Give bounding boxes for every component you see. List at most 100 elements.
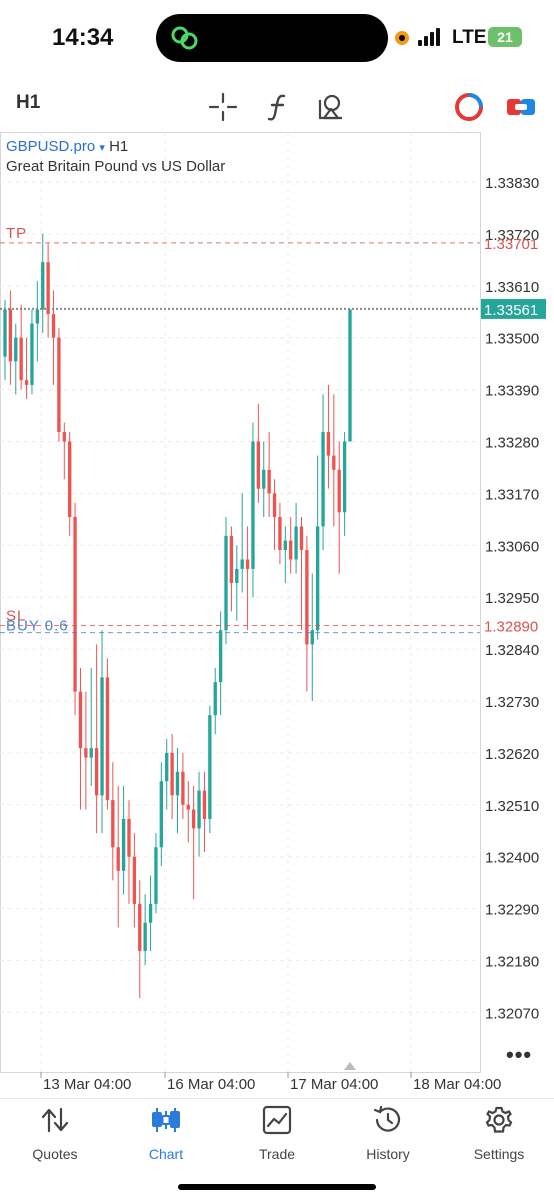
price-tick-label: 1.32400: [485, 850, 539, 867]
candle-body: [267, 469, 271, 494]
candle-body: [41, 262, 45, 310]
time-tick-label: 18 Mar 04:00: [413, 1076, 501, 1093]
candle-body: [213, 682, 217, 716]
candle-body: [148, 903, 153, 923]
candle-body: [240, 559, 244, 569]
candle-body: [94, 748, 99, 796]
candle-body: [8, 309, 13, 362]
status-bar: 14:34 LTE 21: [0, 0, 554, 80]
candle-body: [159, 781, 163, 848]
price-tick-label: 1.32730: [485, 694, 539, 711]
time-tick-label: 16 Mar 04:00: [167, 1076, 255, 1093]
price-tick-label: 1.33830: [485, 175, 539, 192]
candle-body: [305, 550, 309, 645]
tab-settings[interactable]: Settings: [444, 1105, 554, 1162]
symbol-dropdown-icon: ▾: [99, 142, 105, 154]
indicators-icon[interactable]: [262, 90, 296, 124]
price-tick-label: 1.33060: [485, 538, 539, 555]
level-label-tp: TP: [6, 225, 27, 242]
symbol-name: GBPUSD.pro: [6, 138, 96, 155]
candle-body: [262, 469, 266, 489]
price-tick-label: 1.33280: [485, 435, 539, 452]
candle-body: [256, 441, 261, 489]
battery-icon: 21: [488, 27, 522, 47]
clock: 14:34: [52, 24, 114, 51]
candle-body: [229, 535, 234, 584]
candle-body: [289, 540, 293, 560]
signal-icon: [395, 28, 440, 46]
symbol-description: Great Britain Pound vs US Dollar: [6, 158, 226, 175]
candle-body: [175, 771, 180, 796]
price-tick-label: 1.32070: [485, 1005, 539, 1022]
candle-body: [35, 309, 40, 324]
price-chart[interactable]: 1.33830 1.33720 1.33610 1.33500 1.33390 1.332…: [0, 132, 554, 1098]
candle-body: [299, 526, 304, 551]
candle-body: [208, 715, 212, 819]
dynamic-island: [156, 14, 388, 62]
candle-body: [342, 441, 347, 513]
price-tick-label: 1.33720: [485, 227, 539, 244]
candle-body: [165, 752, 169, 782]
candle-body: [224, 535, 228, 631]
tab-history[interactable]: History: [333, 1105, 443, 1162]
candle-body: [111, 800, 115, 848]
tab-label: Trade: [258, 1146, 296, 1162]
candle-body: [197, 790, 201, 829]
candle-body: [51, 314, 56, 338]
tab-trade[interactable]: Trade: [222, 1105, 332, 1162]
objects-icon[interactable]: [314, 90, 348, 124]
trade-panel-icon[interactable]: [504, 90, 538, 124]
candle-body: [24, 380, 29, 385]
candle-body: [127, 818, 131, 857]
price-tick-label: 1.33170: [485, 486, 539, 503]
candle-body: [326, 432, 331, 456]
candle-body: [30, 323, 34, 385]
candle-body: [218, 630, 223, 683]
tab-chart[interactable]: Chart: [111, 1105, 221, 1162]
candle-body: [245, 559, 250, 569]
crosshair-icon[interactable]: [206, 90, 240, 124]
price-tick-label: 1.32950: [485, 590, 539, 607]
candle-body: [332, 455, 336, 470]
candle-body: [283, 540, 287, 551]
candle-body: [132, 856, 137, 904]
level-price-sl: 1.32890: [484, 619, 538, 636]
tab-label: History: [366, 1146, 410, 1162]
more-options-icon[interactable]: •••: [506, 1042, 533, 1067]
candle-body: [73, 516, 77, 692]
tab-label: Settings: [473, 1146, 525, 1162]
symbol-timeframe: H1: [109, 138, 129, 155]
network-type: LTE: [452, 27, 487, 48]
one-click-trading-icon[interactable]: [452, 90, 486, 124]
current-price-label: 1.33561: [484, 302, 538, 319]
time-tick-label: 13 Mar 04:00: [43, 1076, 131, 1093]
candle-body: [46, 262, 50, 315]
chart-symbol-header[interactable]: GBPUSD.pro ▾ H1: [6, 138, 128, 155]
candle-body: [321, 432, 325, 527]
gear-icon: [485, 1106, 513, 1133]
candle-body: [14, 337, 18, 362]
level-price-tp: 1.33701: [484, 236, 538, 253]
price-tick-label: 1.32290: [485, 902, 539, 919]
history-clock-icon: [373, 1105, 401, 1132]
candle-body: [57, 337, 61, 433]
tab-label: Chart: [148, 1146, 184, 1162]
chart-shift-marker: [344, 1062, 356, 1070]
sort-arrows-icon: [41, 1107, 69, 1133]
tab-quotes[interactable]: Quotes: [0, 1105, 110, 1162]
candle-body: [348, 309, 352, 442]
candle-body: [62, 432, 66, 442]
price-tick-label: 1.33610: [485, 279, 539, 296]
candle-body: [68, 441, 72, 517]
candle-body: [3, 309, 7, 357]
price-tick-label: 1.32620: [485, 746, 539, 763]
price-tick-label: 1.32180: [485, 954, 539, 971]
bottom-tab-bar: Quotes Chart Trade History: [0, 1098, 554, 1201]
timeframe-button[interactable]: H1: [16, 92, 41, 113]
price-tick-label: 1.33390: [485, 383, 539, 400]
candle-body: [78, 691, 83, 749]
candle-body: [154, 847, 158, 904]
candle-body: [138, 903, 142, 952]
chart-toolbar: H1: [0, 80, 554, 132]
level-label-sl: SL: [6, 608, 26, 625]
